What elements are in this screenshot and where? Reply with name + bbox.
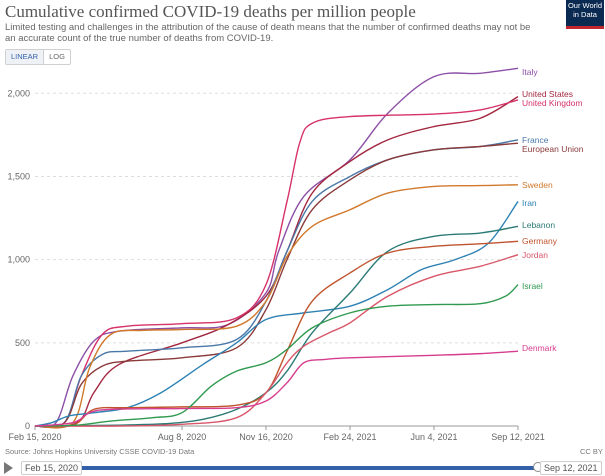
linear-scale-button[interactable]: LINEAR (6, 50, 45, 64)
source-note[interactable]: Source: Johns Hopkins University CSSE CO… (5, 447, 195, 456)
logo-line-1: Our World (567, 1, 603, 10)
scale-toggle: LINEAR LOG (5, 49, 71, 65)
series-label-sweden[interactable]: Sweden (522, 180, 553, 190)
line-chart: 0 500 1,000 1,500 2,000 Feb 15, 2020 Aug 8, 2… (7, 67, 584, 442)
logo-line-2: in Data (573, 9, 597, 19)
series-label-israel[interactable]: Israel (522, 281, 543, 291)
y-tick-label: 0 (25, 421, 30, 431)
series-line-israel[interactable] (34, 284, 519, 427)
series-label-france[interactable]: France (522, 135, 549, 145)
series-label-iran[interactable]: Iran (522, 198, 537, 208)
series-label-united-kingdom[interactable]: United Kingdom (522, 98, 582, 108)
timeline-start-label: Feb 15, 2020 (21, 461, 83, 475)
timeline: Feb 15, 2020 Sep 12, 2021 (0, 458, 605, 476)
series-label-united-states[interactable]: United States (522, 89, 573, 99)
x-tick-label: Feb 15, 2020 (8, 432, 61, 442)
y-tick-label: 2,000 (7, 88, 30, 98)
timeline-track[interactable] (21, 466, 543, 470)
series-line-jordan[interactable] (34, 253, 519, 427)
chart-subtitle: Limited testing and challenges in the at… (5, 22, 531, 44)
x-tick-label: Aug 8, 2020 (158, 432, 207, 442)
x-axis: Feb 15, 2020 Aug 8, 2020 Nov 16, 2020 Feb 2… (8, 426, 545, 442)
series-lines (34, 67, 519, 429)
series-line-germany[interactable] (34, 240, 519, 428)
series-line-united-kingdom[interactable] (34, 99, 519, 428)
series-line-denmark[interactable] (34, 350, 519, 427)
x-tick-label: Sep 12, 2021 (491, 432, 545, 442)
y-tick-label: 1,500 (7, 171, 30, 181)
series-label-italy[interactable]: Italy (522, 67, 538, 77)
series-label-denmark[interactable]: Denmark (522, 343, 557, 353)
series-label-jordan[interactable]: Jordan (522, 250, 548, 260)
x-tick-label: Jun 4, 2021 (410, 432, 457, 442)
timeline-end-label: Sep 12, 2021 (540, 461, 602, 475)
series-line-united-states[interactable] (34, 95, 519, 427)
y-axis: 0 500 1,000 1,500 2,000 (7, 88, 30, 431)
log-scale-button[interactable]: LOG (49, 52, 65, 61)
chart-title: Cumulative confirmed COVID-19 deaths per… (5, 2, 416, 21)
owid-logo[interactable]: Our World in Data (566, 0, 604, 29)
license-label[interactable]: CC BY (580, 447, 603, 456)
x-tick-label: Nov 16, 2020 (239, 432, 293, 442)
series-line-iran[interactable] (34, 201, 519, 427)
series-line-lebanon[interactable] (34, 225, 519, 427)
series-label-germany[interactable]: Germany (522, 236, 558, 246)
series-label-lebanon[interactable]: Lebanon (522, 220, 555, 230)
play-icon[interactable] (4, 462, 13, 474)
y-tick-label: 500 (15, 338, 30, 348)
y-tick-label: 1,000 (7, 255, 30, 265)
series-label-european-union[interactable]: European Union (522, 144, 584, 154)
series-line-italy[interactable] (34, 67, 519, 428)
series-line-sweden[interactable] (34, 184, 519, 429)
x-tick-label: Feb 24, 2021 (323, 432, 376, 442)
